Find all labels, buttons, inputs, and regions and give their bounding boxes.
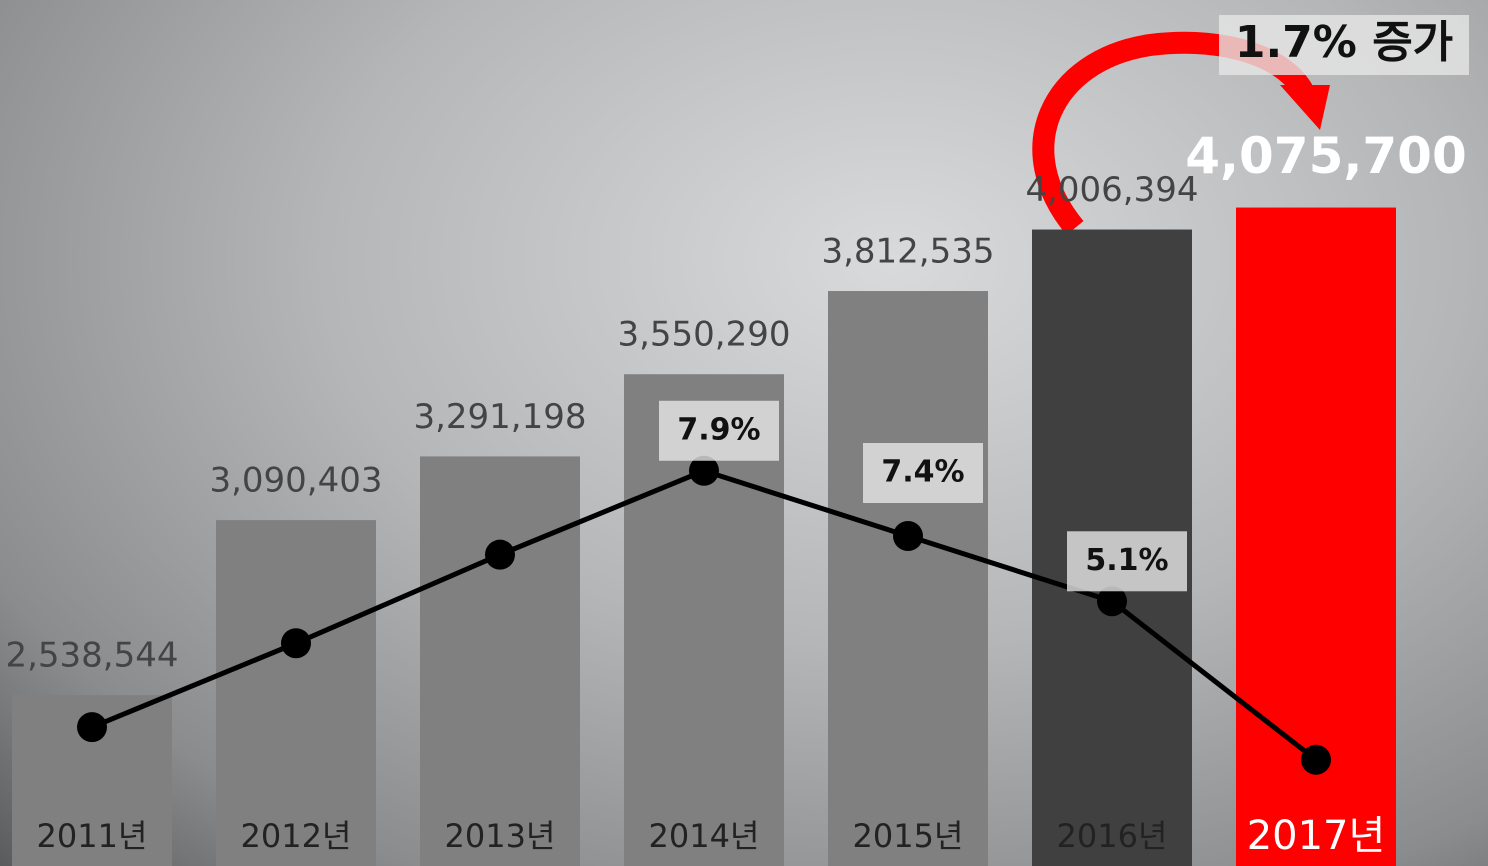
line-point (1301, 745, 1331, 775)
value-label: 3,550,290 (617, 315, 790, 355)
value-label: 4,006,394 (1025, 170, 1198, 210)
line-point (485, 540, 515, 570)
line-label: 1.7% 증가 (1235, 17, 1453, 68)
line-point (281, 628, 311, 658)
line-point (893, 521, 923, 551)
bar (828, 291, 988, 866)
value-label: 3,812,535 (821, 232, 994, 272)
x-tick-label: 2015년 (853, 817, 964, 855)
line-label: 7.9% (677, 412, 760, 447)
x-tick-label: 2017년 (1247, 813, 1386, 859)
x-tick-label: 2014년 (649, 817, 760, 855)
value-label: 3,090,403 (209, 461, 382, 501)
chart: 2,538,544 2011년 3,090,403 2012년 3,291,198 201… (0, 0, 1488, 866)
value-label: 3,291,198 (413, 397, 586, 437)
line-point (77, 712, 107, 742)
line-label: 7.4% (881, 455, 964, 490)
arrow-head (1280, 85, 1330, 130)
bar (420, 456, 580, 866)
line-label: 5.1% (1085, 543, 1168, 578)
bar (216, 520, 376, 866)
x-tick-label: 2016년 (1057, 817, 1168, 855)
value-label-highlight: 4,075,700 (1185, 127, 1467, 185)
x-tick-label: 2011년 (37, 817, 148, 855)
x-tick-label: 2013년 (445, 817, 556, 855)
value-label: 2,538,544 (5, 636, 178, 676)
x-tick-label: 2012년 (241, 817, 352, 855)
